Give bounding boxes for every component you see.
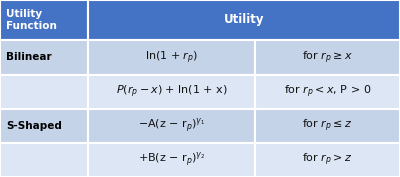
Text: for $r_p \geq x$: for $r_p \geq x$ <box>302 49 353 66</box>
Bar <box>255 75 400 109</box>
Text: for $r_p \leq z$: for $r_p \leq z$ <box>302 118 353 134</box>
Text: $P(r_p - x)$ + ln(1 + x): $P(r_p - x)$ + ln(1 + x) <box>116 84 228 100</box>
Bar <box>88 75 255 109</box>
Bar <box>88 143 255 177</box>
Text: S-Shaped: S-Shaped <box>6 121 62 131</box>
Bar <box>0 109 88 143</box>
Bar <box>255 143 400 177</box>
Bar <box>255 109 400 143</box>
Bar <box>0 75 88 109</box>
Bar <box>88 109 255 143</box>
Text: Bilinear: Bilinear <box>6 53 52 62</box>
Text: for $r_p < x$, P > 0: for $r_p < x$, P > 0 <box>284 84 371 100</box>
Bar <box>88 0 400 40</box>
Text: $-$A(z $-$ r$_p$)$^{\gamma_1}$: $-$A(z $-$ r$_p$)$^{\gamma_1}$ <box>138 117 205 135</box>
Text: ln(1 + $r_p$): ln(1 + $r_p$) <box>145 49 198 66</box>
Text: Utility
Function: Utility Function <box>6 9 57 31</box>
Text: for $r_p > z$: for $r_p > z$ <box>302 152 353 168</box>
Text: +B(z $-$ r$_p$)$^{\gamma_2}$: +B(z $-$ r$_p$)$^{\gamma_2}$ <box>138 151 205 169</box>
Bar <box>0 0 88 40</box>
Bar <box>255 40 400 75</box>
Bar <box>0 40 88 75</box>
Text: Utility: Utility <box>224 13 264 27</box>
Bar <box>0 143 88 177</box>
Bar <box>88 40 255 75</box>
